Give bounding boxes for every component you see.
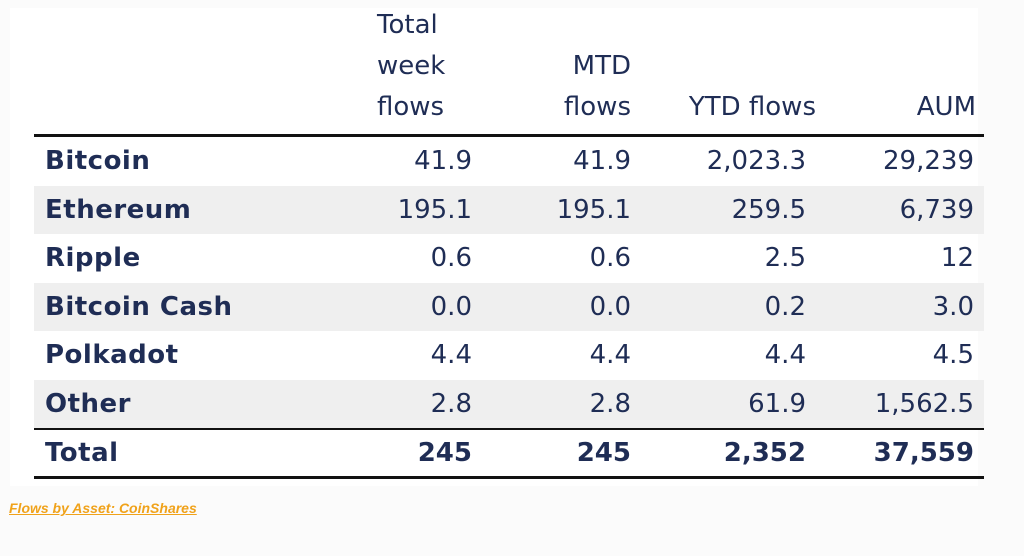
aum-value: 1,562.5 (874, 388, 974, 419)
table-row: Bitcoin Cash 0.0 0.0 0.2 3.0 (34, 282, 984, 331)
aum-value: 6,739 (899, 194, 974, 225)
ytd-flow-value: 2,023.3 (706, 146, 806, 176)
total-ytd-flow-value: 2,352 (723, 438, 806, 468)
flows-table: Total week flows MTD flows YTD flows AUM… (34, 8, 984, 479)
asset-name: Other (45, 388, 131, 419)
total-aum-value: 37,559 (873, 438, 974, 468)
ytd-flow-value: 0.2 (764, 291, 806, 322)
mtd-flow-value: 41.9 (573, 146, 631, 176)
total-row: Total 245 245 2,352 37,559 (34, 428, 984, 479)
week-flow-value: 0.6 (430, 243, 472, 273)
table-row: Bitcoin 41.9 41.9 2,023.3 29,239 (34, 137, 984, 186)
week-flow-value: 41.9 (414, 146, 472, 176)
table-row: Ripple 0.6 0.6 2.5 12 (34, 234, 984, 283)
source-link[interactable]: Flows by Asset: CoinShares (9, 500, 197, 516)
total-week-flow-value: 245 (417, 438, 472, 468)
aum-value: 29,239 (883, 146, 974, 176)
header-ytd-flows: YTD flows (688, 92, 816, 122)
header-total-week-flows: Total week flows (377, 10, 446, 122)
mtd-flow-value: 2.8 (589, 388, 631, 419)
week-flow-value: 195.1 (397, 194, 472, 225)
asset-name: Ripple (45, 243, 141, 273)
table-header: Total week flows MTD flows YTD flows AUM (34, 8, 984, 137)
total-label: Total (45, 438, 119, 468)
ytd-flow-value: 4.4 (764, 340, 806, 370)
asset-name: Ethereum (45, 194, 192, 225)
mtd-flow-value: 0.6 (589, 243, 631, 273)
total-mtd-flow-value: 245 (576, 438, 631, 468)
week-flow-value: 4.4 (430, 340, 472, 370)
aum-value: 3.0 (932, 291, 974, 322)
ytd-flow-value: 2.5 (764, 243, 806, 273)
asset-name: Polkadot (45, 340, 179, 370)
mtd-flow-value: 195.1 (556, 194, 631, 225)
week-flow-value: 2.8 (430, 388, 472, 419)
table-row: Ethereum 195.1 195.1 259.5 6,739 (34, 185, 984, 234)
mtd-flow-value: 0.0 (589, 291, 631, 322)
mtd-flow-value: 4.4 (589, 340, 631, 370)
table-row: Other 2.8 2.8 61.9 1,562.5 (34, 379, 984, 428)
asset-name: Bitcoin Cash (45, 291, 233, 322)
week-flow-value: 0.0 (430, 291, 472, 322)
aum-value: 4.5 (932, 340, 974, 370)
aum-value: 12 (940, 243, 974, 273)
asset-name: Bitcoin (45, 146, 151, 176)
ytd-flow-value: 61.9 (748, 388, 806, 419)
ytd-flow-value: 259.5 (731, 194, 806, 225)
table-panel: Total week flows MTD flows YTD flows AUM… (10, 8, 984, 486)
table-row: Polkadot 4.4 4.4 4.4 4.5 (34, 331, 984, 380)
header-aum: AUM (916, 92, 976, 122)
header-mtd-flows: MTD flows (563, 51, 631, 122)
